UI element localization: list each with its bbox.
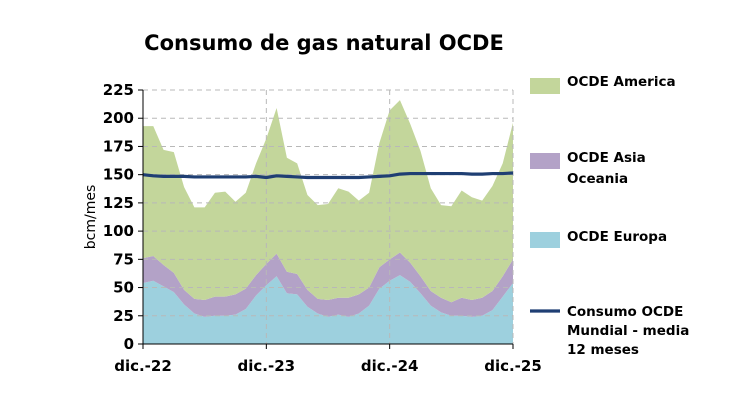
x-tick-label: dic.-23 <box>238 357 296 375</box>
x-tick-label: dic.-22 <box>114 357 172 375</box>
legend-consumo-ocde-mundial-media-12-meses-label: Mundial - media <box>567 323 689 339</box>
legend-ocde-asia-oceania-swatch <box>530 153 560 169</box>
legend-ocde-america-label: OCDE America <box>567 74 676 90</box>
y-tick-label: 150 <box>103 166 134 184</box>
legend-ocde-asia-oceania-label: OCDE Asia <box>567 150 646 166</box>
chart-title: Consumo de gas natural OCDE <box>144 31 504 55</box>
y-tick-label: 0 <box>124 335 134 353</box>
legend-ocde-europa-swatch <box>530 232 560 248</box>
y-tick-label: 50 <box>113 279 134 297</box>
legend-consumo-ocde-mundial-media-12-meses-label: Consumo OCDE <box>567 304 683 320</box>
y-axis-title: bcm/mes <box>83 185 99 249</box>
y-tick-label: 225 <box>103 81 134 99</box>
y-tick-label: 125 <box>103 194 134 212</box>
x-tick-label: dic.-25 <box>484 357 542 375</box>
legend-consumo-ocde-mundial-media-12-meses-label: 12 meses <box>567 342 639 358</box>
y-tick-label: 175 <box>103 137 134 155</box>
y-tick-label: 25 <box>113 307 134 325</box>
x-tick-label: dic.-24 <box>361 357 419 375</box>
plot-area: 0 25 50 75 100 125 150 175 200 225 dic.-22 dic.-23 d… <box>103 81 542 375</box>
area-ocde-america <box>143 100 513 303</box>
line-series-consumo-ocde <box>142 171 514 180</box>
legend-ocde-europa-label: OCDE Europa <box>567 229 667 245</box>
y-tick-label: 200 <box>103 109 134 127</box>
legend: OCDE America OCDE Asia Oceania OCDE Europa C… <box>530 74 689 358</box>
area-ocde-europa <box>143 275 513 344</box>
y-tick-label: 100 <box>103 222 134 240</box>
area-ocde-asia-oceania <box>143 252 513 317</box>
legend-ocde-asia-oceania-label: Oceania <box>567 171 628 187</box>
y-tick-label: 75 <box>113 250 134 268</box>
legend-ocde-america-swatch <box>530 78 560 94</box>
